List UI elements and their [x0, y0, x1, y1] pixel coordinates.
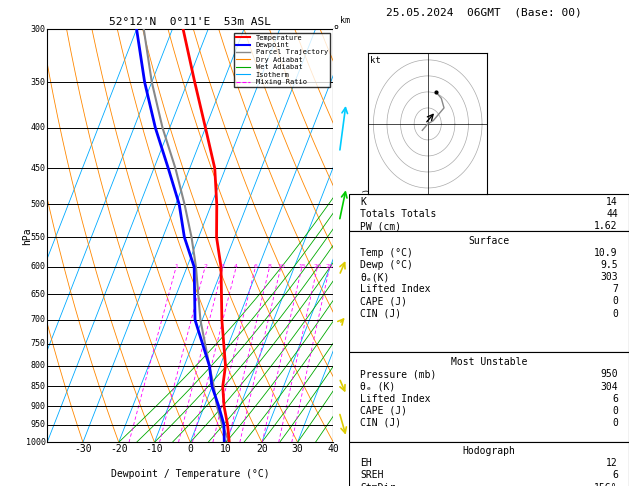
- Text: 156°: 156°: [594, 483, 618, 486]
- Bar: [349, 231, 629, 352]
- Text: CIN (J): CIN (J): [360, 309, 401, 319]
- Text: Hodograph: Hodograph: [462, 446, 516, 456]
- Text: 0: 0: [612, 296, 618, 307]
- Text: 350: 350: [31, 78, 46, 87]
- Text: Dewp (°C): Dewp (°C): [360, 260, 413, 270]
- Text: 25.05.2024  06GMT  (Base: 00): 25.05.2024 06GMT (Base: 00): [386, 7, 581, 17]
- Text: 303: 303: [600, 272, 618, 282]
- Text: 500: 500: [31, 200, 46, 209]
- Text: CAPE (J): CAPE (J): [360, 406, 408, 416]
- Text: 8: 8: [268, 264, 272, 270]
- Text: 4: 4: [234, 264, 238, 270]
- Text: 400: 400: [31, 123, 46, 132]
- Text: 0: 0: [612, 418, 618, 428]
- Text: Most Unstable: Most Unstable: [451, 357, 527, 367]
- Text: Lifted Index: Lifted Index: [360, 394, 431, 404]
- Text: -30: -30: [74, 444, 92, 454]
- Text: 1.62: 1.62: [594, 221, 618, 231]
- Bar: [349, 442, 629, 486]
- Text: 750: 750: [31, 339, 46, 348]
- Text: 12: 12: [606, 458, 618, 469]
- Text: 700: 700: [31, 315, 46, 324]
- Text: hPa: hPa: [22, 227, 32, 244]
- Text: θₑ(K): θₑ(K): [360, 272, 390, 282]
- Text: 0: 0: [612, 406, 618, 416]
- Text: 6: 6: [253, 264, 257, 270]
- Text: K: K: [360, 197, 366, 207]
- Text: 1: 1: [174, 264, 178, 270]
- Text: 7: 7: [612, 284, 618, 295]
- Text: 44: 44: [606, 209, 618, 219]
- Text: 40: 40: [328, 444, 339, 454]
- Text: Dewpoint / Temperature (°C): Dewpoint / Temperature (°C): [111, 469, 270, 479]
- Text: 304: 304: [600, 382, 618, 392]
- Text: ASL: ASL: [337, 46, 352, 55]
- Legend: Temperature, Dewpoint, Parcel Trajectory, Dry Adiabat, Wet Adiabat, Isotherm, Mi: Temperature, Dewpoint, Parcel Trajectory…: [234, 33, 330, 87]
- Text: 15: 15: [298, 264, 306, 270]
- Bar: [349, 352, 629, 442]
- Bar: [349, 194, 629, 231]
- Text: 4: 4: [334, 315, 339, 324]
- Text: 10: 10: [220, 444, 232, 454]
- Text: PW (cm): PW (cm): [360, 221, 401, 231]
- Text: 10: 10: [277, 264, 285, 270]
- Text: Mixing Ratio (g/kg): Mixing Ratio (g/kg): [363, 188, 372, 283]
- Text: 9.5: 9.5: [600, 260, 618, 270]
- Text: km: km: [340, 16, 350, 25]
- Text: 6: 6: [612, 394, 618, 404]
- Text: θₑ (K): θₑ (K): [360, 382, 396, 392]
- Text: 950: 950: [31, 420, 46, 429]
- Text: Temp (°C): Temp (°C): [360, 248, 413, 258]
- Text: 550: 550: [31, 233, 46, 242]
- Text: Lifted Index: Lifted Index: [360, 284, 431, 295]
- Text: 850: 850: [31, 382, 46, 391]
- Text: 800: 800: [31, 361, 46, 370]
- Text: 5: 5: [334, 262, 339, 272]
- Text: 450: 450: [31, 164, 46, 173]
- Text: kt: kt: [370, 56, 381, 65]
- Text: 2: 2: [334, 361, 339, 370]
- Text: 25: 25: [326, 264, 333, 270]
- Text: 7: 7: [334, 123, 339, 132]
- Text: Totals Totals: Totals Totals: [360, 209, 437, 219]
- Text: 1000: 1000: [26, 438, 46, 447]
- Text: 0: 0: [187, 444, 193, 454]
- Text: 0: 0: [612, 309, 618, 319]
- Text: 650: 650: [31, 290, 46, 299]
- Text: CIN (J): CIN (J): [360, 418, 401, 428]
- Text: 300: 300: [31, 25, 46, 34]
- Title: 52°12'N  0°11'E  53m ASL: 52°12'N 0°11'E 53m ASL: [109, 17, 271, 27]
- Text: 20: 20: [313, 264, 321, 270]
- Text: 14: 14: [606, 197, 618, 207]
- Text: -20: -20: [110, 444, 128, 454]
- Text: 600: 600: [31, 262, 46, 272]
- Text: LCL: LCL: [334, 420, 349, 429]
- Text: -10: -10: [146, 444, 164, 454]
- Text: 3: 3: [221, 264, 225, 270]
- Text: 20: 20: [256, 444, 268, 454]
- Text: 10.9: 10.9: [594, 248, 618, 258]
- Text: 950: 950: [600, 369, 618, 380]
- Text: 2: 2: [203, 264, 207, 270]
- Text: 900: 900: [31, 401, 46, 411]
- Text: 30: 30: [292, 444, 303, 454]
- Text: Surface: Surface: [469, 236, 509, 246]
- Text: Pressure (mb): Pressure (mb): [360, 369, 437, 380]
- Text: 1: 1: [334, 382, 339, 391]
- Text: 6: 6: [334, 200, 339, 209]
- Text: StmDir: StmDir: [360, 483, 396, 486]
- Text: EH: EH: [360, 458, 372, 469]
- Text: CAPE (J): CAPE (J): [360, 296, 408, 307]
- Text: 3: 3: [334, 339, 339, 348]
- Text: SREH: SREH: [360, 470, 384, 481]
- Text: 8: 8: [334, 25, 339, 34]
- Text: 6: 6: [612, 470, 618, 481]
